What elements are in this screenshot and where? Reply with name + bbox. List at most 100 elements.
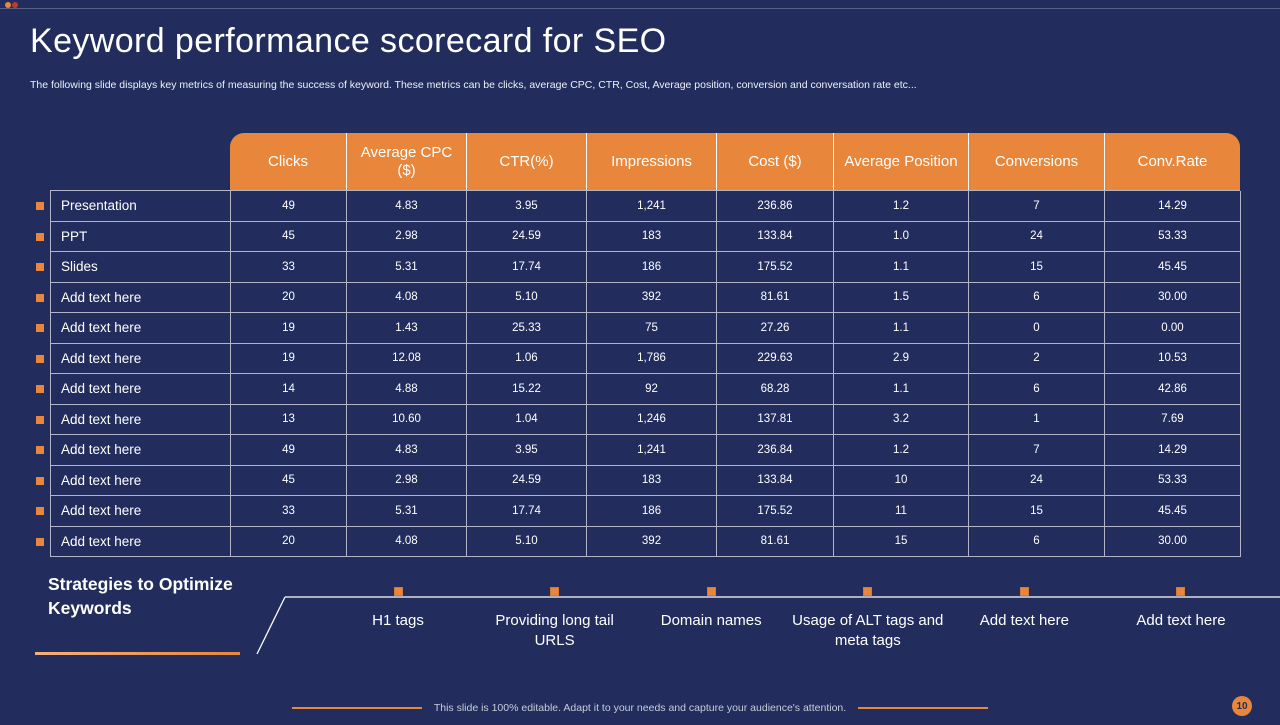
table-cell: 2 bbox=[969, 343, 1105, 374]
table-cell: 81.61 bbox=[717, 282, 834, 313]
row-bullet-icon bbox=[36, 385, 44, 394]
table-row: PPT 45 2.98 24.59 183 133.84 1.0 24 53.33 bbox=[36, 221, 1241, 252]
strategies-underline bbox=[35, 652, 240, 655]
row-label[interactable]: Add text here bbox=[51, 496, 231, 527]
table-cell: 183 bbox=[587, 465, 717, 496]
table-cell: 2.98 bbox=[347, 221, 467, 252]
table-cell: 24.59 bbox=[467, 221, 587, 252]
row-label[interactable]: Add text here bbox=[51, 374, 231, 405]
table-cell: 13 bbox=[231, 404, 347, 435]
table-cell: 25.33 bbox=[467, 313, 587, 344]
table-cell: 45.45 bbox=[1105, 252, 1241, 283]
table-cell: 30.00 bbox=[1105, 282, 1241, 313]
table-cell: 1.1 bbox=[834, 313, 969, 344]
row-label: Presentation bbox=[51, 191, 231, 222]
strategy-item: Providing long tail URLS bbox=[479, 585, 631, 650]
table-cell: 11 bbox=[834, 496, 969, 527]
table-cell: 1 bbox=[969, 404, 1105, 435]
row-label[interactable]: Add text here bbox=[51, 404, 231, 435]
row-label[interactable]: Add text here bbox=[51, 343, 231, 374]
column-header: Impressions bbox=[586, 133, 716, 190]
table-cell: 183 bbox=[587, 221, 717, 252]
table-cell: 3.95 bbox=[467, 435, 587, 466]
table-row: Presentation 49 4.83 3.95 1,241 236.86 1.2 7 14.… bbox=[36, 191, 1241, 222]
top-divider-line bbox=[0, 8, 1280, 9]
table-cell: 30.00 bbox=[1105, 526, 1241, 557]
table-cell: 3.95 bbox=[467, 191, 587, 222]
table-cell: 0.00 bbox=[1105, 313, 1241, 344]
table-cell: 236.84 bbox=[717, 435, 834, 466]
table-cell: 15 bbox=[834, 526, 969, 557]
table-cell: 236.86 bbox=[717, 191, 834, 222]
strategy-label: Usage of ALT tags and meta tags bbox=[792, 612, 944, 649]
table-cell: 17.74 bbox=[467, 252, 587, 283]
table-cell: 175.52 bbox=[717, 252, 834, 283]
row-label: Slides bbox=[51, 252, 231, 283]
table-cell: 10.60 bbox=[347, 404, 467, 435]
column-header: Average CPC ($) bbox=[346, 133, 466, 190]
table-cell: 49 bbox=[231, 435, 347, 466]
table-cell: 4.08 bbox=[347, 526, 467, 557]
table-cell: 17.74 bbox=[467, 496, 587, 527]
table-cell: 1.1 bbox=[834, 252, 969, 283]
table-cell: 10 bbox=[834, 465, 969, 496]
table-row: Add text here 14 4.88 15.22 92 68.28 1.1 6 42.86 bbox=[36, 374, 1241, 405]
column-header: Average Position bbox=[833, 133, 968, 190]
row-bullet-icon bbox=[36, 476, 44, 485]
table-cell: 186 bbox=[587, 252, 717, 283]
table-cell: 68.28 bbox=[717, 374, 834, 405]
table-row: Slides 33 5.31 17.74 186 175.52 1.1 15 45.45 bbox=[36, 252, 1241, 283]
table-cell: 19 bbox=[231, 313, 347, 344]
table-cell: 392 bbox=[587, 526, 717, 557]
table-cell: 33 bbox=[231, 496, 347, 527]
row-label[interactable]: Add text here bbox=[51, 313, 231, 344]
table-cell: 12.08 bbox=[347, 343, 467, 374]
row-label[interactable]: Add text here bbox=[51, 435, 231, 466]
table-cell: 49 bbox=[231, 191, 347, 222]
row-label[interactable]: Add text here bbox=[51, 282, 231, 313]
keyword-table: Presentation 49 4.83 3.95 1,241 236.86 1.2 7 14.… bbox=[36, 190, 1241, 557]
table-cell: 45.45 bbox=[1105, 496, 1241, 527]
row-label[interactable]: Add text here bbox=[51, 465, 231, 496]
slide-subtitle: The following slide displays key metrics… bbox=[30, 79, 917, 91]
strategy-item[interactable]: Add text here bbox=[948, 585, 1100, 650]
table-cell: 7.69 bbox=[1105, 404, 1241, 435]
strategy-item: H1 tags bbox=[322, 585, 474, 650]
column-header: Clicks bbox=[268, 152, 308, 170]
timeline-marker-icon bbox=[863, 587, 873, 596]
table-cell: 5.10 bbox=[467, 282, 587, 313]
row-bullet-icon bbox=[36, 293, 44, 302]
table-cell: 1.0 bbox=[834, 221, 969, 252]
column-header: Conversions bbox=[968, 133, 1104, 190]
page-title: Keyword performance scorecard for SEO bbox=[30, 22, 667, 60]
table-cell: 1,241 bbox=[587, 191, 717, 222]
table-row: Add text here 19 12.08 1.06 1,786 229.63 2.9 2 1… bbox=[36, 343, 1241, 374]
row-label[interactable]: Add text here bbox=[51, 526, 231, 557]
table-cell: 27.26 bbox=[717, 313, 834, 344]
table-cell: 42.86 bbox=[1105, 374, 1241, 405]
table-cell: 2.98 bbox=[347, 465, 467, 496]
table-cell: 45 bbox=[231, 465, 347, 496]
table-cell: 392 bbox=[587, 282, 717, 313]
table-cell: 1,246 bbox=[587, 404, 717, 435]
footer-accent-line-left bbox=[291, 707, 422, 709]
row-bullet-icon bbox=[36, 202, 44, 211]
table-cell: 15.22 bbox=[467, 374, 587, 405]
strategy-label: Add text here bbox=[979, 612, 1069, 629]
table-cell: 14.29 bbox=[1105, 191, 1241, 222]
table-cell: 5.31 bbox=[347, 252, 467, 283]
column-header: Conv.Rate bbox=[1104, 133, 1240, 190]
table-cell: 2.9 bbox=[834, 343, 969, 374]
table-cell: 175.52 bbox=[717, 496, 834, 527]
timeline-marker-icon bbox=[393, 587, 403, 596]
column-header: CTR(%) bbox=[466, 133, 586, 190]
logo-dot-icon bbox=[5, 2, 11, 8]
table-cell: 1.2 bbox=[834, 435, 969, 466]
strategies-timeline: H1 tags Providing long tail URLS Domain na… bbox=[322, 585, 1257, 650]
table-cell: 15 bbox=[969, 496, 1105, 527]
strategy-label: Providing long tail URLS bbox=[495, 612, 614, 649]
strategy-item[interactable]: Add text here bbox=[1105, 585, 1257, 650]
table-cell: 229.63 bbox=[717, 343, 834, 374]
table-cell: 45 bbox=[231, 221, 347, 252]
